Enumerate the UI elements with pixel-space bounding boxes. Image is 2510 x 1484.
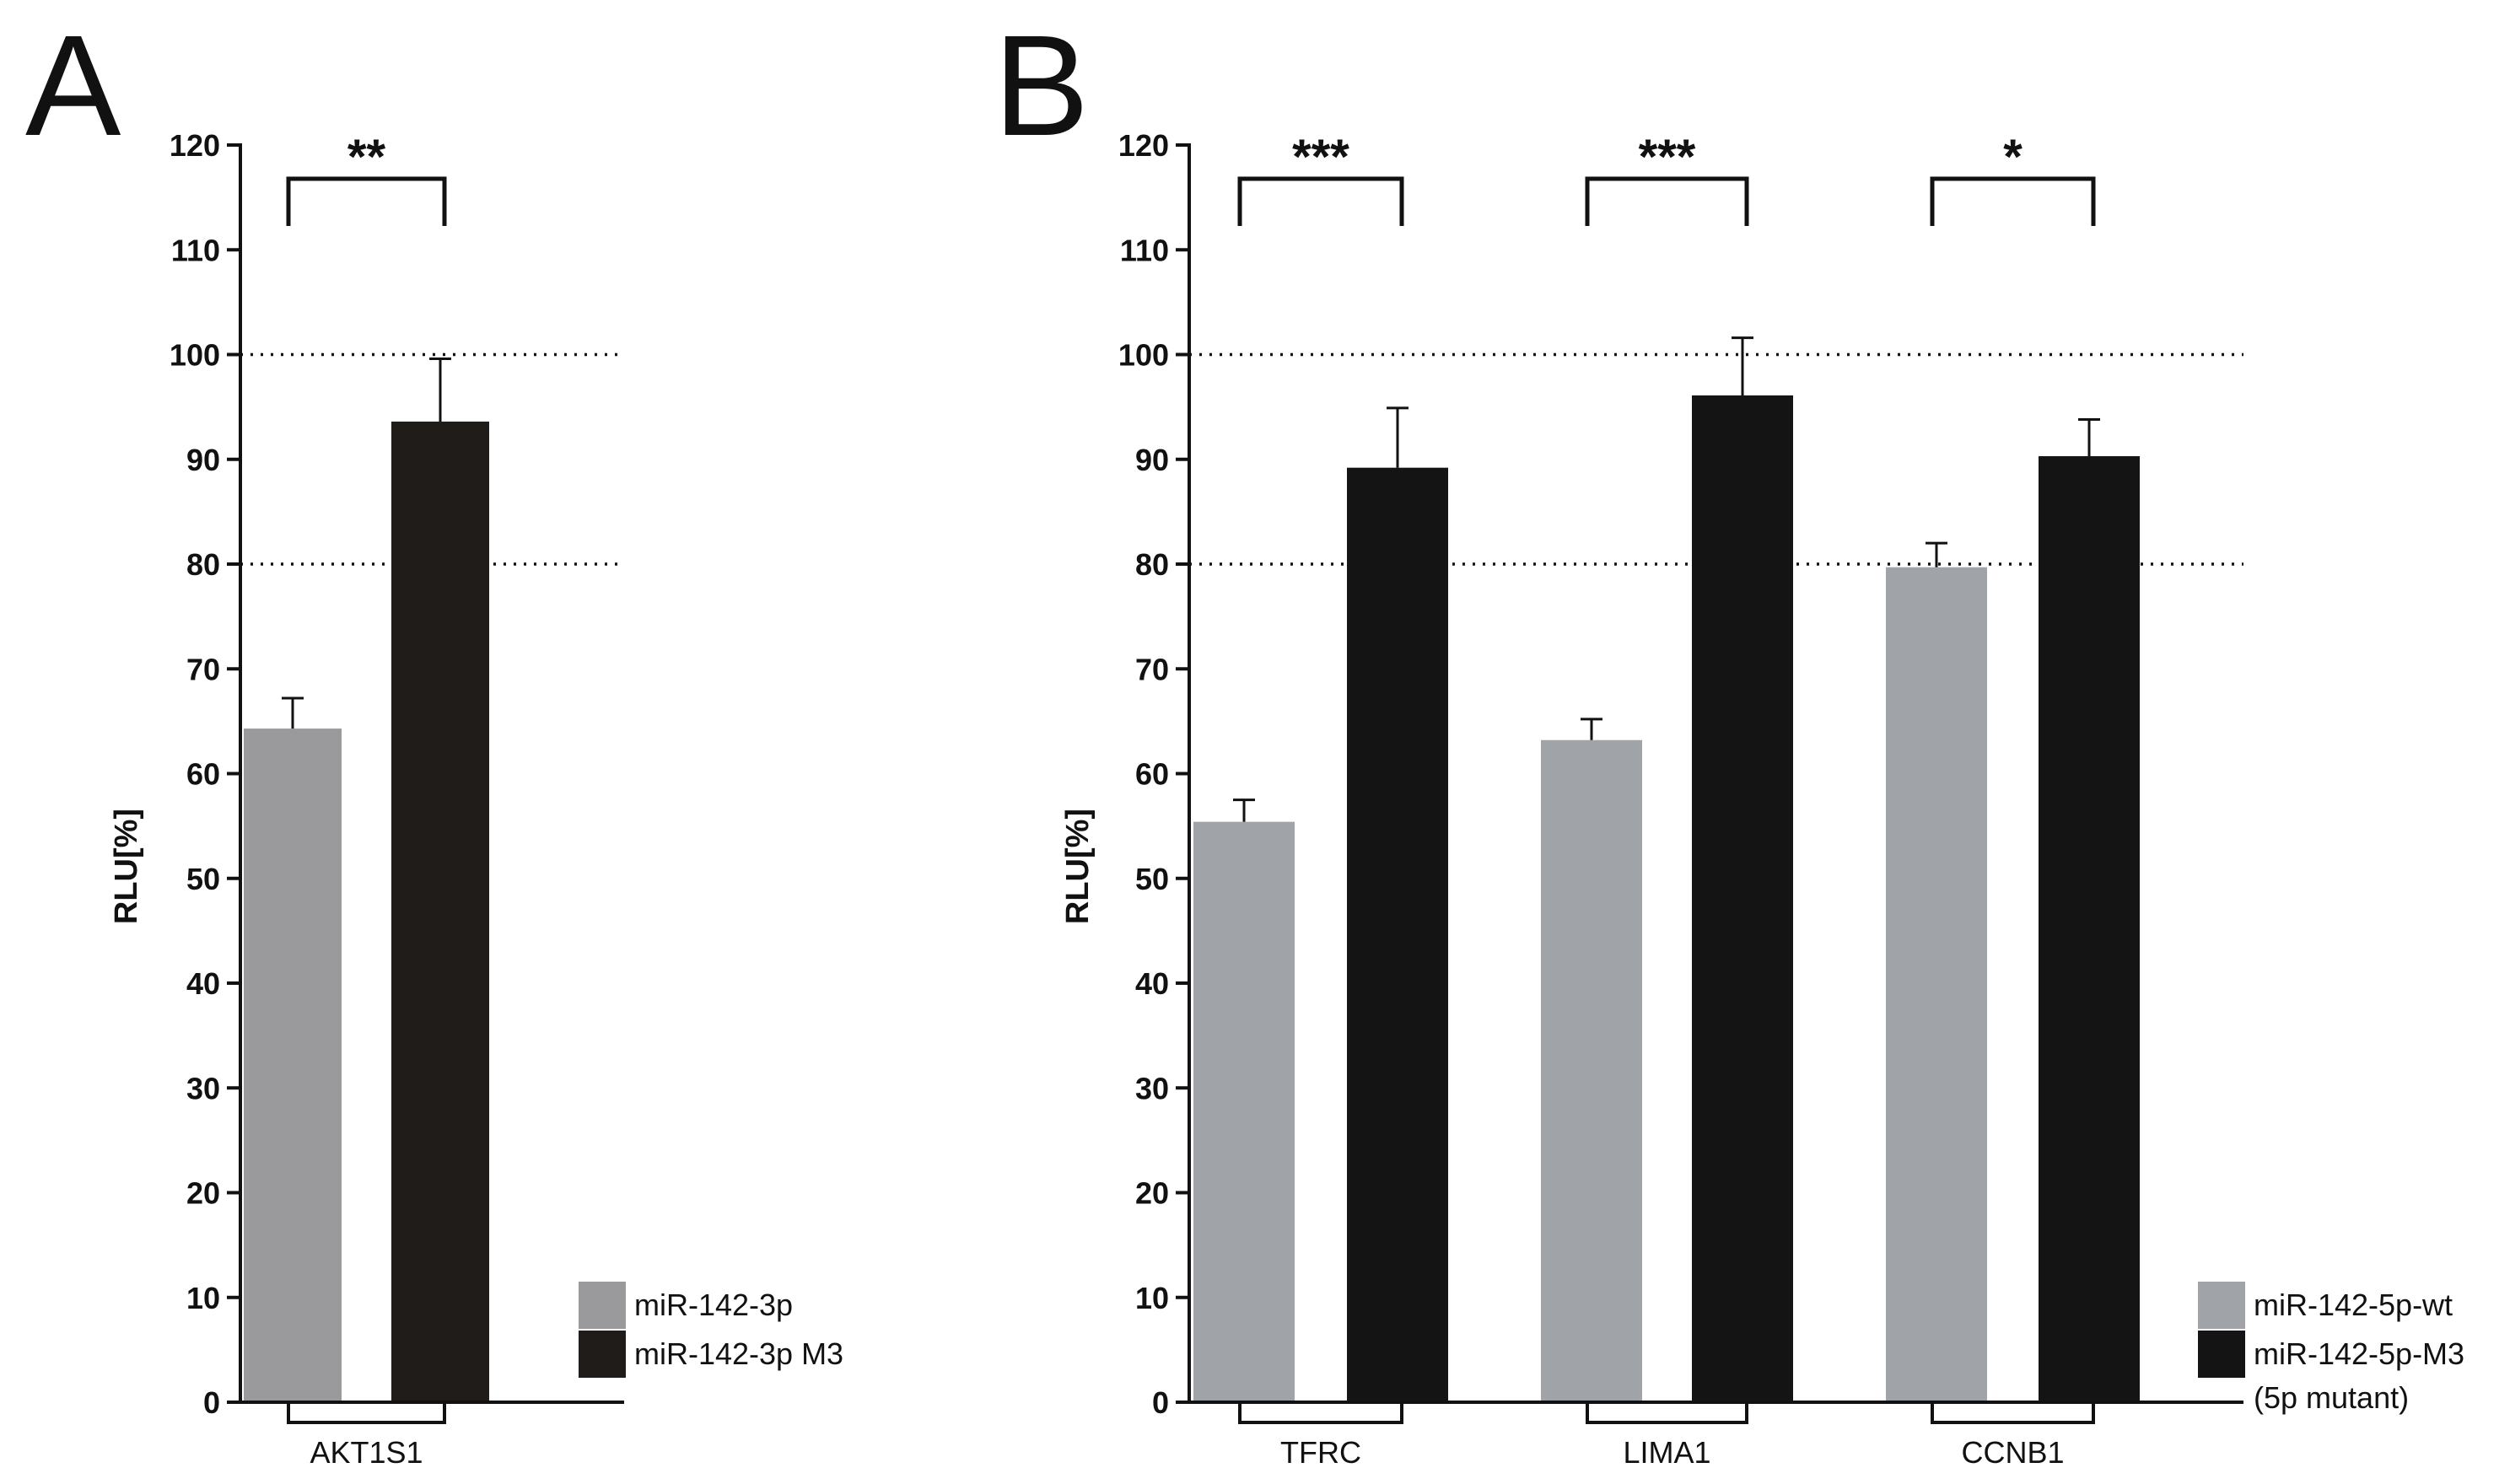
category-bracket <box>1238 1402 1403 1424</box>
y-tick-label: 20 <box>186 1176 220 1211</box>
legend-swatch <box>579 1331 626 1378</box>
bar <box>1886 567 1987 1402</box>
category-label: LIMA1 <box>1623 1435 1710 1470</box>
y-tick-label: 50 <box>1135 862 1169 896</box>
panel-letter: A <box>25 6 121 166</box>
y-tick-label: 120 <box>1118 128 1169 163</box>
bar <box>1692 395 1793 1402</box>
y-tick-label: 30 <box>186 1071 220 1105</box>
category-label: CCNB1 <box>1961 1435 2064 1470</box>
panel-letter: B <box>994 6 1089 166</box>
significance-label: *** <box>1639 130 1696 185</box>
y-tick-label: 50 <box>186 862 220 896</box>
y-tick-label: 100 <box>1118 338 1169 373</box>
y-tick-label: 60 <box>1135 757 1169 792</box>
y-tick-label: 10 <box>1135 1281 1169 1315</box>
legend-swatch <box>2198 1282 2245 1329</box>
legend-label-line2: (5p mutant) <box>2254 1380 2409 1415</box>
panel-a: A 0 10 20 30 40 50 60 70 80 90 100 110 120 RLU[%] AKT1S… <box>25 6 843 1470</box>
y-tick-label: 110 <box>171 233 220 267</box>
legend-label: miR-142-5p-M3 <box>2254 1336 2464 1371</box>
category-bracket <box>1586 1402 1748 1424</box>
y-tick-label: 80 <box>1135 547 1169 582</box>
significance-bracket <box>1930 176 2096 226</box>
y-tick-label: 100 <box>170 338 220 373</box>
y-axis-title: RLU[%] <box>1060 809 1096 924</box>
panel-b: B 0 10 20 30 40 50 60 70 80 90 100 110 120 RLU[%] TFRC L… <box>994 6 2464 1470</box>
category-label: AKT1S1 <box>310 1435 423 1470</box>
bar <box>244 729 342 1402</box>
y-tick-label: 0 <box>1152 1385 1169 1420</box>
category-bracket <box>1931 1402 2095 1424</box>
legend-swatch <box>2198 1331 2245 1378</box>
significance-label: *** <box>1292 130 1349 185</box>
y-tick-label: 60 <box>186 757 220 792</box>
significance-bracket <box>286 176 447 226</box>
y-tick-label: 20 <box>1135 1176 1169 1211</box>
bar <box>2039 456 2140 1403</box>
significance-label: ** <box>347 130 386 185</box>
y-tick-label: 90 <box>186 443 220 477</box>
legend-label: miR-142-5p-wt <box>2254 1288 2453 1322</box>
y-tick-label: 70 <box>1135 652 1169 686</box>
significance-bracket <box>1237 176 1404 226</box>
legend-label: miR-142-3p <box>634 1288 793 1322</box>
significance-label: * <box>2003 130 2023 185</box>
bar <box>391 422 489 1402</box>
y-tick-label: 40 <box>186 966 220 1001</box>
legend-label: miR-142-3p M3 <box>634 1336 843 1371</box>
legend-swatch <box>579 1282 626 1329</box>
y-axis-title: RLU[%] <box>109 809 144 924</box>
y-tick-label: 40 <box>1135 966 1169 1001</box>
y-tick-label: 30 <box>1135 1071 1169 1105</box>
bar <box>1541 739 1642 1402</box>
y-tick-label: 0 <box>203 1385 220 1420</box>
y-tick-label: 80 <box>186 547 220 582</box>
y-tick-label: 70 <box>186 652 220 686</box>
category-label: TFRC <box>1280 1435 1361 1470</box>
category-bracket <box>287 1402 446 1424</box>
y-tick-label: 90 <box>1135 443 1169 477</box>
y-tick-label: 120 <box>170 128 220 163</box>
bar <box>1347 467 1448 1403</box>
significance-bracket <box>1585 176 1749 226</box>
y-tick-label: 110 <box>1120 233 1169 267</box>
bar <box>1193 821 1295 1402</box>
y-tick-label: 10 <box>186 1281 220 1315</box>
